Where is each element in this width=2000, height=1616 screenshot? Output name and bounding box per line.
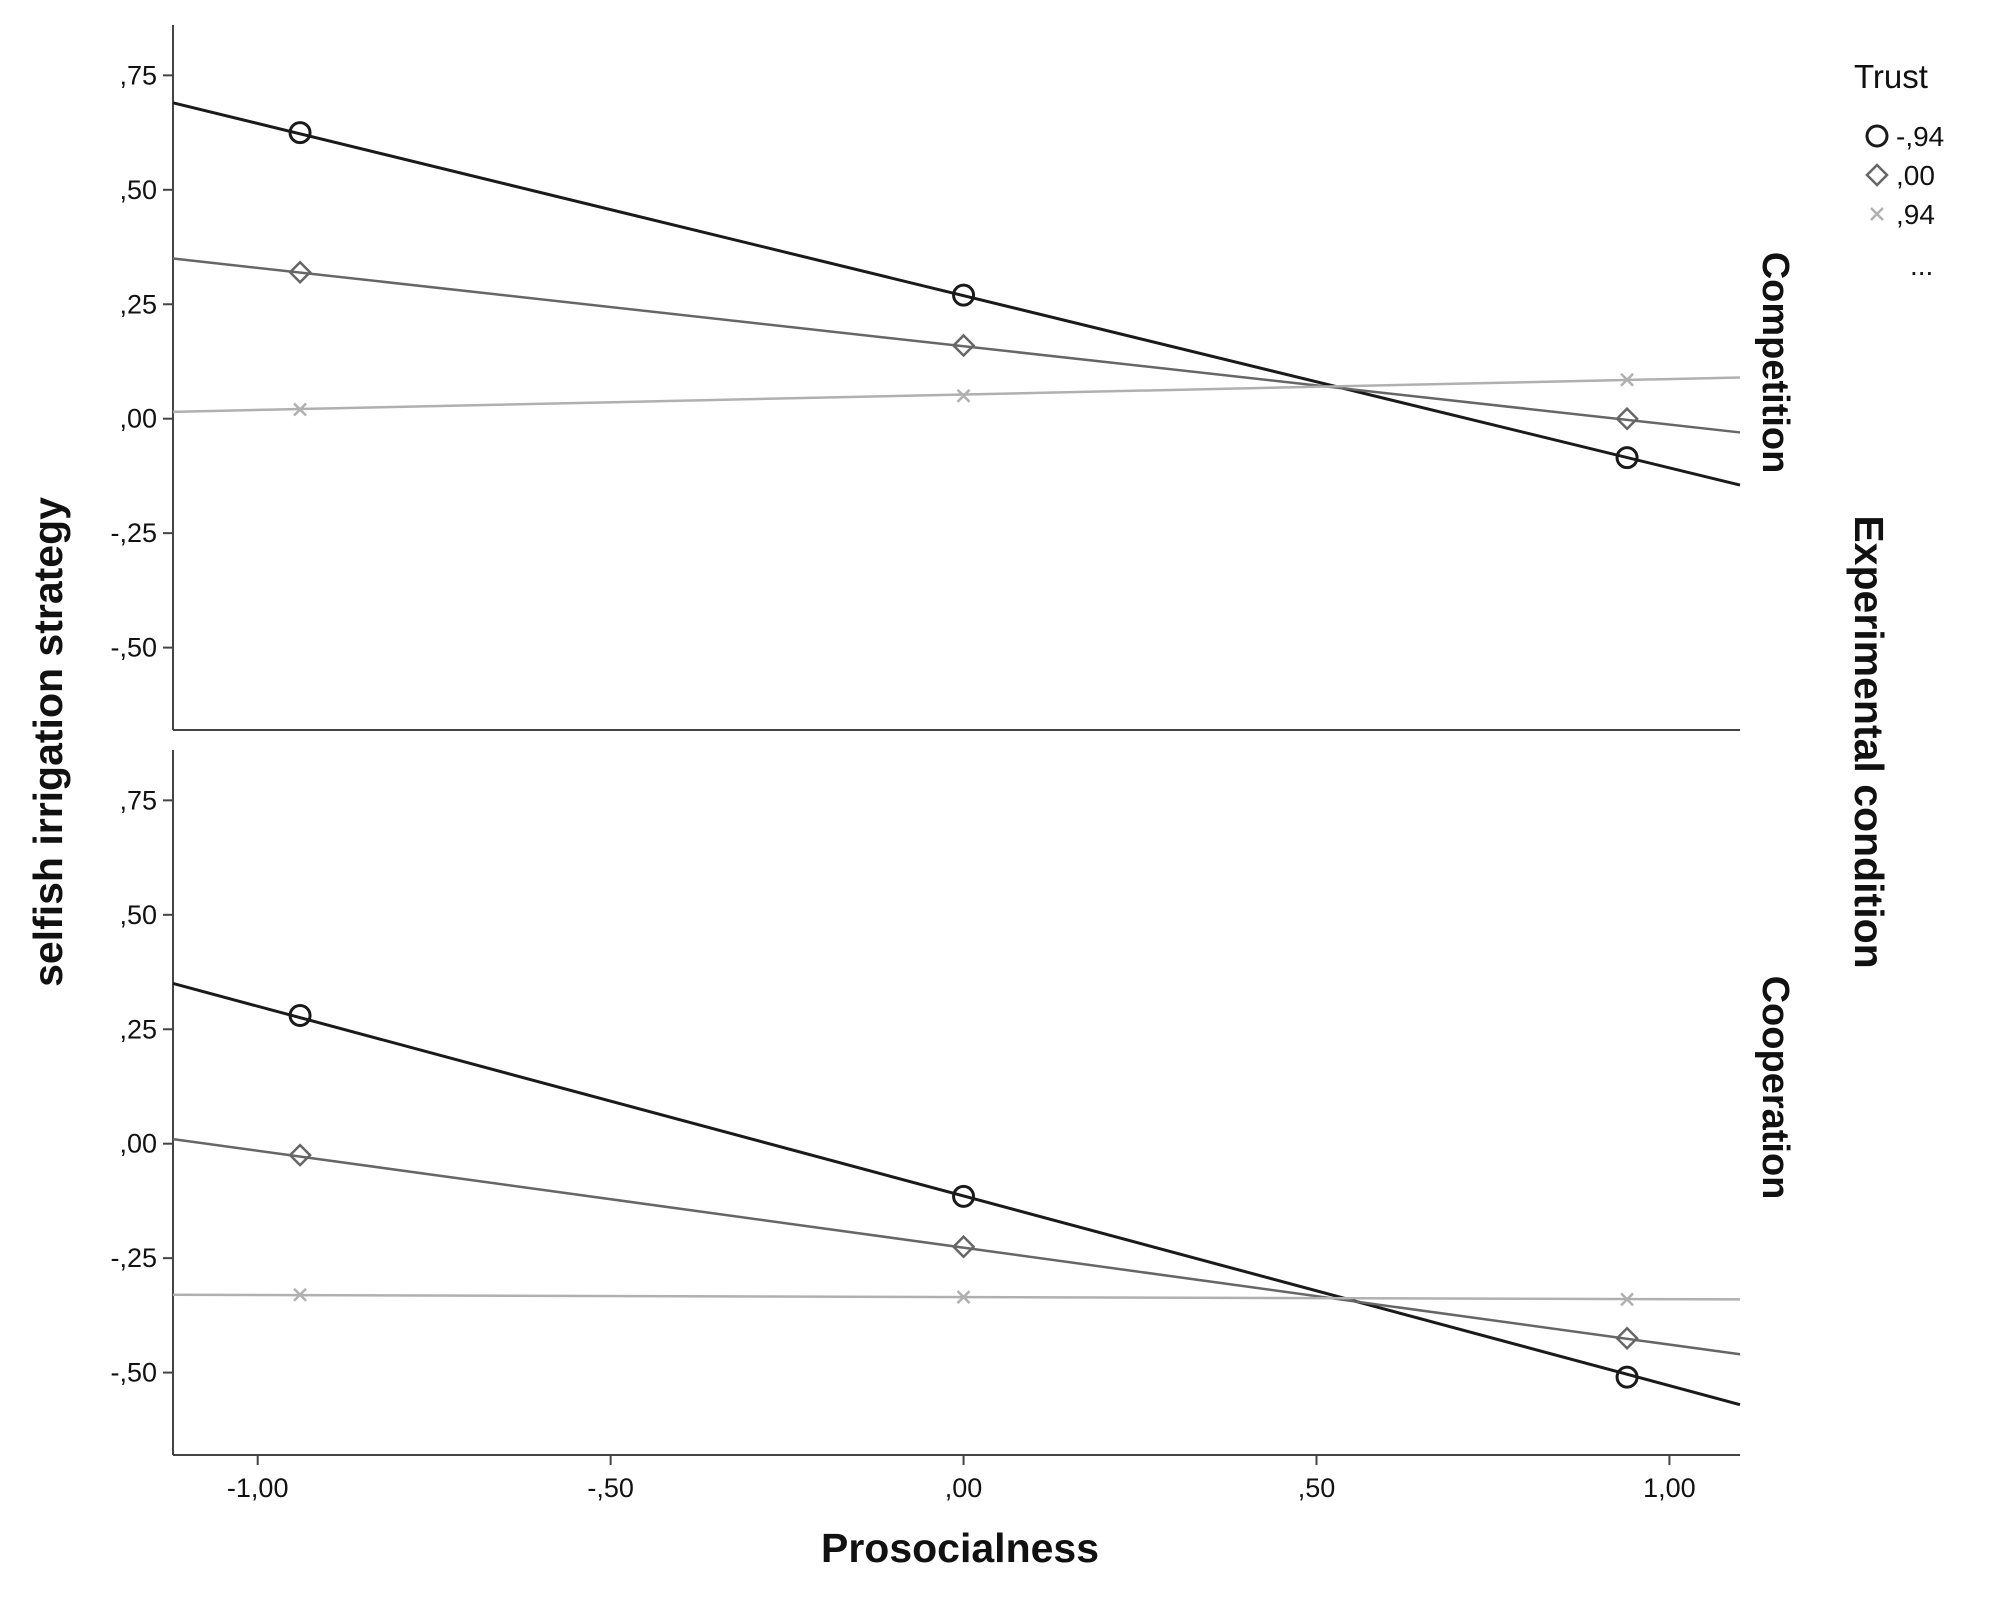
data-point-x [956,1290,971,1304]
legend-label: -,94 [1896,121,1944,152]
x-tick-label: ,50 [1298,1473,1336,1503]
facet-title: Experimental condition [1846,515,1892,968]
legend-entry: -,94 [1865,121,1944,152]
series-line [172,101,1741,487]
series-trust-00 [172,1137,1741,1356]
y-tick-label: ,50 [119,900,157,930]
y-tick-label: ,00 [119,1129,157,1159]
series-line [172,1137,1741,1356]
legend-title: Trust [1854,58,1928,95]
data-point-circle [1615,446,1639,470]
data-point-diamond [1615,406,1639,431]
series-line [172,982,1741,1407]
series-trust-94-neg [172,982,1741,1407]
legend-label: ,00 [1896,160,1935,191]
series-line [172,257,1741,434]
legend-entries: -,94 ,00 ,94 [1865,121,1944,230]
legend-circle-icon [1865,124,1889,148]
y-tick-label: -,50 [110,633,157,663]
data-point-x [1620,372,1634,387]
data-point-diamond [951,1234,976,1259]
legend-diamond-icon [1865,163,1889,187]
data-point-circle [288,121,312,145]
legend-entry: ,00 [1865,160,1935,191]
panel-competition: -,50 -,25 ,00 ,25 ,50 ,75 Competition [110,25,1796,731]
series-trust-94 [172,1287,1741,1307]
x-axis-title: Prosocialness [821,1525,1099,1571]
panel-cooperation: -,50 -,25 ,00 ,25 ,50 ,75 Cooperation [110,750,1796,1456]
facet-label-competition: Competition [1754,252,1796,474]
x-tick-label: -,50 [587,1473,634,1503]
y-tick-label: ,75 [119,60,157,90]
data-point-diamond [288,260,312,284]
panels-group: -,50 -,25 ,00 ,25 ,50 ,75 Competition -,50 -,25,… [110,25,1796,1456]
data-point-x [293,1287,307,1302]
x-tick-label: 1,00 [1643,1473,1696,1503]
y-tick-label: ,00 [119,404,157,434]
y-tick-label: ,50 [119,175,157,205]
data-point-diamond [288,1143,312,1167]
data-point-x [293,402,307,417]
y-tick-label: ,75 [119,785,157,815]
series-trust-00 [172,257,1741,434]
data-point-circle [952,1184,976,1208]
y-tick-label: -,25 [110,1243,157,1273]
data-point-circle [1615,1365,1639,1389]
series-line [172,1293,1741,1301]
legend-more: ... [1910,250,1933,281]
legend-x-icon [1870,207,1884,221]
data-point-circle [952,283,976,307]
data-point-circle [288,1004,312,1028]
y-tick-label: ,25 [119,1014,157,1044]
y-axis-title: selfish irrigation strategy [25,497,71,987]
y-tick-label: ,25 [119,289,157,319]
series-trust-94 [172,372,1741,417]
data-point-x [956,388,971,403]
y-tick-label: -,50 [110,1358,157,1388]
legend: Trust -,94 ,00 ,94 ... [1854,58,1944,281]
legend-entry: ,94 [1870,199,1935,230]
data-point-diamond [1615,1326,1639,1351]
data-point-diamond [951,333,976,358]
x-tick-label: -1,00 [227,1473,289,1503]
series-line [172,376,1741,414]
y-tick-label: -,25 [110,518,157,548]
series-trust-94-neg [172,101,1741,487]
x-tick-label: ,00 [945,1473,983,1503]
data-point-x [1620,1292,1634,1307]
x-axis-ticks: -1,00 -,50 ,00 ,50 1,00 [227,1455,1696,1503]
legend-label: ,94 [1896,199,1935,230]
facet-label-cooperation: Cooperation [1754,976,1796,1200]
